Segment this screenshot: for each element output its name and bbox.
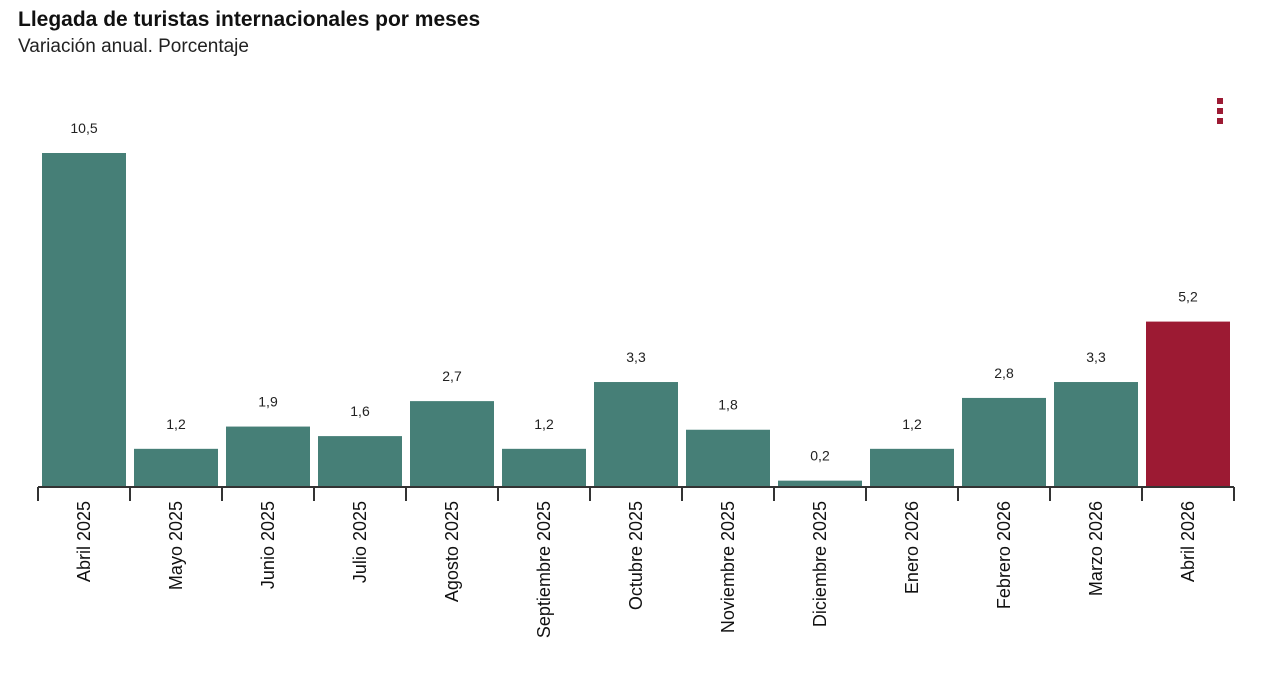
- x-tick-label: Junio 2025: [258, 501, 278, 589]
- x-tick-label: Octubre 2025: [626, 501, 646, 610]
- more-vertical-icon[interactable]: [1213, 98, 1227, 124]
- x-tick-label: Abril 2025: [74, 501, 94, 582]
- x-tick-label: Septiembre 2025: [534, 501, 554, 638]
- bar: [134, 448, 218, 487]
- x-tick-label: Diciembre 2025: [810, 501, 830, 627]
- chart-header: Llegada de turistas internacionales por …: [18, 6, 480, 60]
- chart-title: Llegada de turistas internacionales por …: [18, 8, 481, 31]
- x-tick-label: Marzo 2026: [1086, 501, 1106, 596]
- x-tick-label: Noviembre 2025: [718, 501, 738, 633]
- x-tick-label: Agosto 2025: [442, 501, 462, 602]
- menu-dot: [1217, 108, 1223, 114]
- bar: [42, 153, 126, 487]
- x-tick-label: Julio 2025: [350, 501, 370, 583]
- data-label: 1,2: [166, 416, 186, 432]
- data-label: 3,3: [626, 349, 646, 365]
- data-label: 0,2: [810, 448, 830, 464]
- data-label: 3,3: [1086, 349, 1106, 365]
- data-label: 1,2: [534, 416, 554, 432]
- x-tick-label: Abril 2026: [1178, 501, 1198, 582]
- data-label: 5,2: [1178, 289, 1198, 305]
- bar: [410, 401, 494, 487]
- bar: [686, 429, 770, 487]
- data-label: 1,9: [258, 394, 278, 410]
- bar: [1054, 382, 1138, 487]
- x-tick-label: Enero 2026: [902, 501, 922, 594]
- bar: [1146, 321, 1230, 487]
- x-tick-label: Mayo 2025: [166, 501, 186, 590]
- data-label: 2,8: [994, 365, 1014, 381]
- data-label: 10,5: [70, 120, 97, 136]
- bar: [962, 397, 1046, 487]
- data-label: 1,6: [350, 403, 370, 419]
- data-label: 1,8: [718, 397, 738, 413]
- data-label: 1,2: [902, 416, 922, 432]
- bar: [502, 448, 586, 487]
- x-tick-label: Febrero 2026: [994, 501, 1014, 609]
- menu-dot: [1217, 118, 1223, 124]
- bar: [594, 382, 678, 487]
- bar: [778, 480, 862, 487]
- data-label: 2,7: [442, 368, 462, 384]
- bar: [226, 426, 310, 487]
- bar: [318, 436, 402, 487]
- menu-dot: [1217, 98, 1223, 104]
- bar: [870, 448, 954, 487]
- chart-subtitle: Variación anual. Porcentaje: [18, 36, 249, 57]
